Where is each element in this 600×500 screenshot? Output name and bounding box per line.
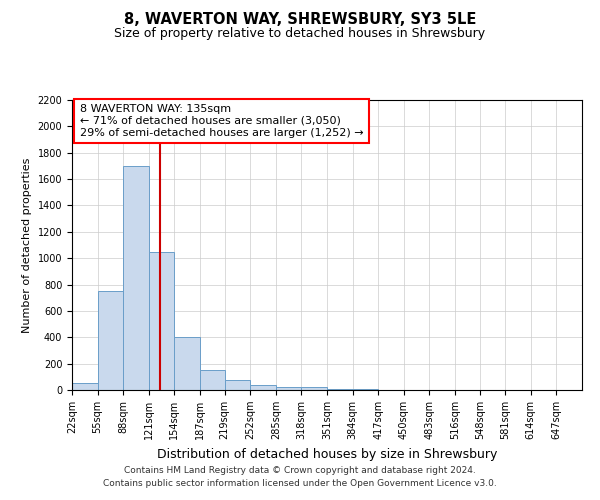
X-axis label: Distribution of detached houses by size in Shrewsbury: Distribution of detached houses by size … — [157, 448, 497, 460]
Bar — [200, 370, 226, 390]
Text: 8, WAVERTON WAY, SHREWSBURY, SY3 5LE: 8, WAVERTON WAY, SHREWSBURY, SY3 5LE — [124, 12, 476, 28]
Y-axis label: Number of detached properties: Number of detached properties — [22, 158, 32, 332]
Bar — [301, 388, 327, 390]
Bar — [98, 291, 123, 390]
Bar — [123, 166, 149, 390]
Text: Size of property relative to detached houses in Shrewsbury: Size of property relative to detached ho… — [115, 28, 485, 40]
Bar — [250, 386, 276, 390]
Text: 8 WAVERTON WAY: 135sqm
← 71% of detached houses are smaller (3,050)
29% of semi-: 8 WAVERTON WAY: 135sqm ← 71% of detached… — [80, 104, 363, 138]
Text: Contains HM Land Registry data © Crown copyright and database right 2024.
Contai: Contains HM Land Registry data © Crown c… — [103, 466, 497, 487]
Bar — [149, 252, 175, 390]
Bar — [175, 338, 200, 390]
Bar — [327, 388, 353, 390]
Bar — [72, 384, 98, 390]
Bar — [224, 380, 250, 390]
Bar — [276, 386, 301, 390]
